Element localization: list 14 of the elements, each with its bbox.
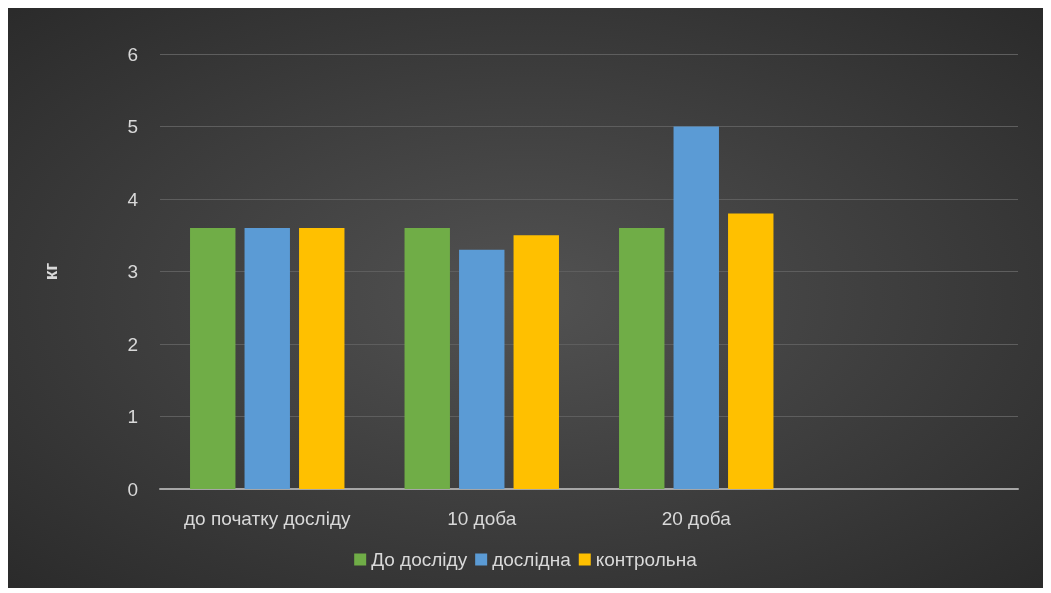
x-tick-label: до початку досліду xyxy=(184,508,351,529)
y-tick-label: 3 xyxy=(127,261,138,282)
legend-label: дослідна xyxy=(492,549,572,570)
y-tick-label: 2 xyxy=(127,333,138,355)
x-tick-label: 10 доба xyxy=(447,508,517,529)
y-tick-label: 6 xyxy=(127,43,138,65)
y-tick-label: 4 xyxy=(127,188,139,210)
y-tick-label: 5 xyxy=(127,116,138,137)
legend-label: контрольна xyxy=(595,549,698,570)
y-tick-label: 1 xyxy=(127,406,138,427)
y-axis-title: кг xyxy=(40,262,61,281)
legend-label: До досліду xyxy=(371,549,468,570)
x-tick-label: 20 доба xyxy=(661,508,732,529)
y-tick-label: 0 xyxy=(127,478,138,500)
